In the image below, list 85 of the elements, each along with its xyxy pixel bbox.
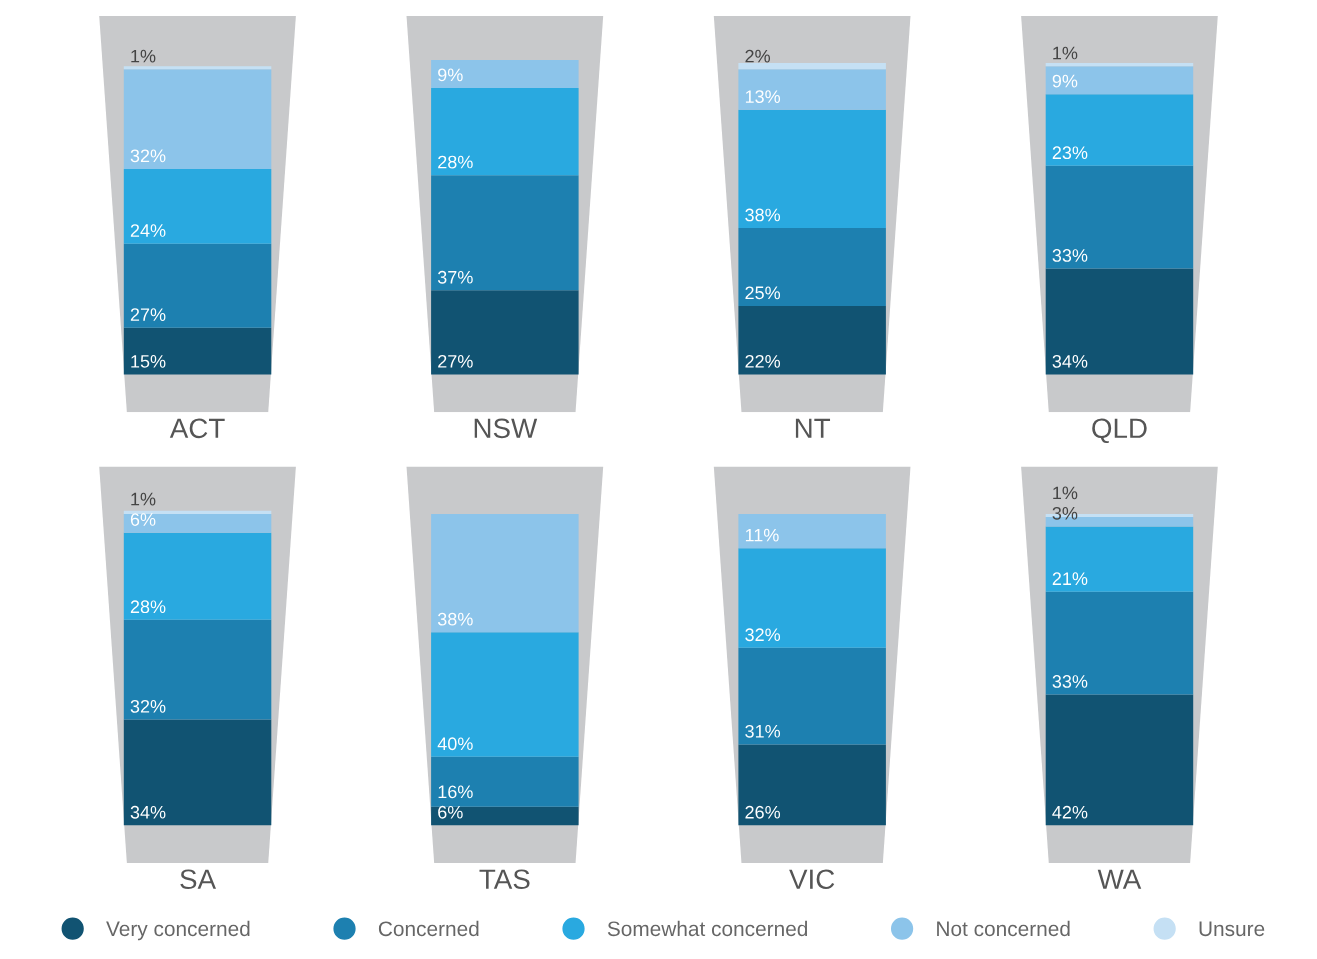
bar	[1045, 591, 1194, 695]
bar	[738, 228, 886, 306]
data-label: 1%	[1053, 486, 1078, 500]
data-label: 33%	[1052, 675, 1088, 688]
bar	[1045, 66, 1194, 95]
bar	[431, 632, 579, 757]
data-label: 6%	[130, 513, 156, 526]
bar	[738, 305, 886, 375]
data-label: 42%	[1052, 805, 1088, 819]
data-label: 28%	[438, 155, 473, 169]
bar	[431, 59, 579, 88]
data-label: 27%	[130, 308, 166, 321]
data-label: 2%	[745, 49, 770, 63]
bar	[738, 744, 886, 826]
data-label: 23%	[1052, 146, 1088, 160]
data-label: 15%	[131, 355, 166, 368]
data-label: 16%	[438, 785, 473, 799]
x-tick-label: QLD	[1092, 418, 1147, 444]
bar	[1045, 268, 1194, 375]
data-label: 24%	[130, 224, 166, 237]
bar	[738, 109, 886, 229]
data-label: 3%	[1052, 506, 1078, 520]
legend-label: Not concerned	[937, 920, 1070, 937]
legend-label: Somewhat concerned	[607, 920, 808, 937]
bar	[123, 619, 272, 720]
data-label: 6%	[438, 805, 463, 819]
data-label: 22%	[745, 354, 781, 368]
data-label: 38%	[437, 612, 473, 626]
bar	[123, 532, 272, 620]
x-tick-label: ACT	[169, 418, 225, 439]
bar	[738, 513, 886, 549]
x-tick-label: WA	[1097, 869, 1142, 889]
legend-label: Unsure	[1199, 921, 1265, 937]
data-label: 27%	[438, 354, 473, 368]
bar	[123, 69, 272, 169]
bar	[123, 168, 272, 244]
data-label: 31%	[745, 724, 781, 738]
data-label: 28%	[130, 600, 166, 614]
bar	[431, 806, 579, 826]
bar	[123, 510, 272, 514]
data-label: 1%	[131, 492, 156, 506]
bar	[123, 513, 272, 533]
data-label: 25%	[745, 286, 781, 300]
data-label: 1%	[131, 49, 156, 63]
data-label: 38%	[745, 208, 781, 222]
bar	[1045, 94, 1194, 166]
x-tick-label: NT	[795, 418, 831, 438]
bar	[1045, 63, 1194, 67]
bar	[1045, 165, 1194, 269]
bar	[431, 756, 579, 807]
data-label: 13%	[745, 90, 781, 104]
bar	[123, 327, 272, 375]
bar	[431, 290, 579, 375]
bar	[1045, 526, 1194, 592]
x-tick-label: TAS	[479, 869, 530, 890]
data-label: 9%	[438, 68, 463, 82]
bar	[738, 69, 886, 110]
data-label: 9%	[1052, 74, 1078, 88]
data-label: 34%	[1052, 354, 1088, 368]
data-label: 40%	[437, 737, 473, 751]
bar	[738, 647, 886, 745]
bar	[738, 63, 886, 70]
bar	[431, 175, 579, 291]
bar	[123, 66, 272, 70]
data-label: 32%	[745, 628, 781, 642]
bar	[431, 513, 579, 633]
x-tick-label: VIC	[789, 869, 835, 890]
bar	[123, 719, 272, 826]
x-tick-label: SA	[180, 869, 217, 890]
data-label: 32%	[130, 149, 166, 163]
data-label: 34%	[130, 805, 166, 819]
data-label: 26%	[745, 805, 781, 819]
x-tick-label: NSW	[474, 418, 538, 439]
legend-label: Concerned	[378, 920, 479, 937]
bar	[431, 87, 579, 176]
data-label: 21%	[1052, 572, 1088, 586]
data-label: 1%	[1053, 46, 1078, 60]
data-label: 32%	[130, 699, 166, 713]
data-label: 33%	[1052, 249, 1088, 262]
bar	[123, 243, 272, 328]
bar	[738, 548, 886, 648]
data-label: 11%	[745, 528, 779, 542]
legend-label: Very concerned	[106, 920, 250, 941]
data-label: 37%	[437, 270, 473, 284]
bar	[1045, 694, 1194, 826]
